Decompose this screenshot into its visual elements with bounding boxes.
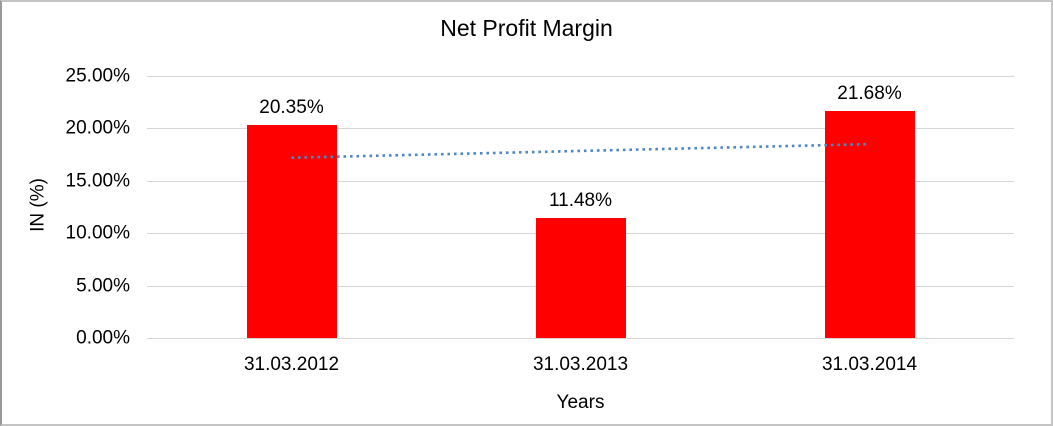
x-tick-label: 31.03.2013 xyxy=(532,354,629,375)
bar-value-label: 11.48% xyxy=(548,189,613,211)
y-tick-label: 0.00% xyxy=(76,327,130,349)
bar-value-label: 20.35% xyxy=(259,96,324,118)
gridline-20.00% xyxy=(147,128,1014,130)
bar-31.03.2013 xyxy=(535,217,626,338)
y-tick-label: 5.00% xyxy=(76,275,130,297)
y-tick-label: 25.00% xyxy=(65,65,130,87)
gridline-15.00% xyxy=(147,180,1014,182)
bar-value-label: 21.68% xyxy=(837,82,902,104)
y-tick-label: 20.00% xyxy=(65,117,130,139)
x-axis-title: Years xyxy=(556,392,605,413)
chart-title: Net Profit Margin xyxy=(440,15,613,41)
trendline xyxy=(291,142,870,160)
x-tick-label: 31.03.2012 xyxy=(243,354,340,375)
y-tick-label: 15.00% xyxy=(65,170,130,192)
plot-area: 20.35% 11.48% 21.68% xyxy=(147,76,1014,339)
bar-31.03.2012 xyxy=(246,124,337,338)
gridline-0.00% xyxy=(147,338,1014,339)
bar-31.03.2014 xyxy=(824,110,915,338)
gridline-25.00% xyxy=(147,76,1014,77)
y-tick-label: 10.00% xyxy=(65,222,130,244)
x-tick-label: 31.03.2014 xyxy=(821,354,918,375)
